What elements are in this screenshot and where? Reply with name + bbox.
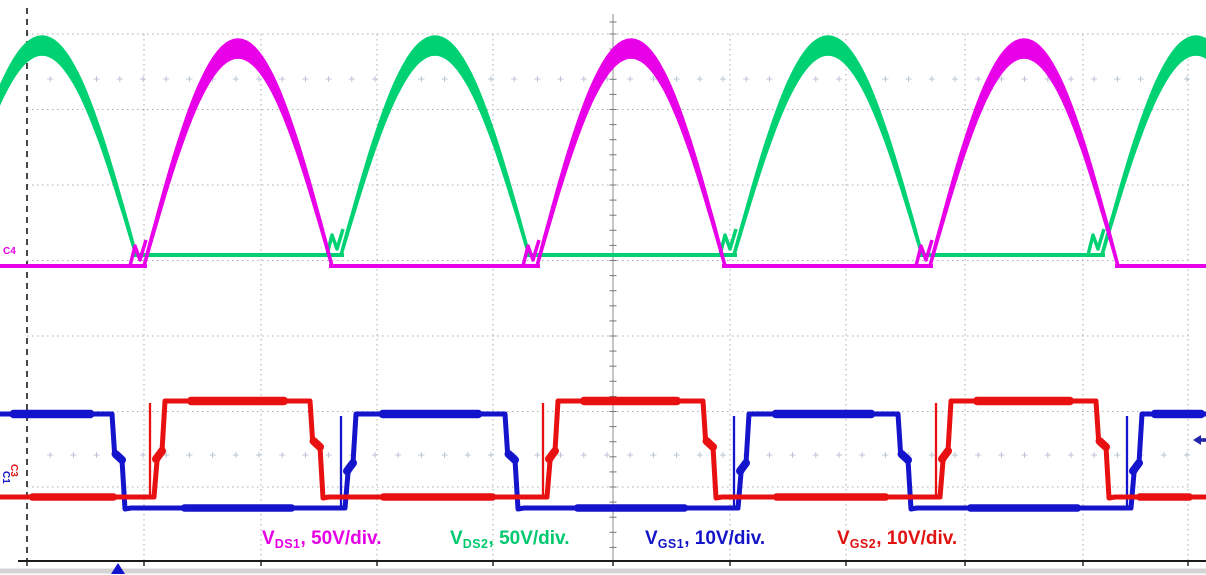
trigger-level-arrow-stem — [1200, 438, 1206, 442]
zvs-rise-bump — [521, 239, 541, 267]
channel-marker-c4: C4 — [3, 246, 16, 257]
v_gs2-trace — [0, 396, 1206, 501]
sine-arch — [339, 35, 531, 257]
sine-arch — [0, 35, 138, 257]
legend-vds2-scale: , 50V/div. — [488, 528, 570, 549]
legend-vgs1-subscript: GS1 — [657, 537, 685, 551]
trigger-time-marker — [111, 563, 125, 574]
sine-arch — [1100, 35, 1206, 257]
legend-vds1-symbol: V — [262, 528, 275, 549]
sine-arch — [535, 38, 727, 268]
legend-vgs1: VGS1, 10V/div. — [645, 528, 765, 555]
legend-vgs2-scale: , 10V/div. — [876, 528, 958, 549]
sine-arch — [732, 35, 924, 257]
legend-vds2-subscript: DS2 — [462, 537, 489, 551]
legend-vgs1-symbol: V — [645, 528, 658, 549]
zvs-rise-bump — [1086, 228, 1106, 256]
legend-vds1-subscript: DS1 — [274, 537, 301, 551]
graticule — [0, 8, 1206, 574]
v_ds1-trace — [0, 38, 1206, 268]
legend-vds1: VDS1, 50V/div. — [262, 528, 381, 555]
sine-arch — [928, 38, 1120, 268]
screen-bottom-strip — [0, 568, 1206, 574]
v_gs1-trace — [0, 409, 1206, 512]
legend-vgs2: VGS2, 10V/div. — [837, 528, 957, 555]
sine-arch — [142, 38, 334, 268]
legend-vds2-symbol: V — [450, 528, 463, 549]
zvs-rise-bump — [718, 228, 738, 256]
legend-vds1-scale: , 50V/div. — [300, 528, 382, 549]
legend-vgs1-scale: , 10V/div. — [684, 528, 766, 549]
channel-marker-c1: C1 — [0, 471, 11, 484]
zvs-rise-bump — [128, 239, 148, 267]
trigger-level-arrow — [1193, 435, 1201, 445]
gate-trace — [0, 411, 1206, 512]
legend-vds2: VDS2, 50V/div. — [450, 528, 569, 555]
zvs-rise-bump — [914, 239, 934, 267]
trace-legend: VDS1, 50V/div. VDS2, 50V/div. VGS1, 10V/… — [0, 528, 1206, 552]
legend-vgs2-symbol: V — [837, 528, 850, 549]
legend-vgs2-subscript: GS2 — [849, 537, 877, 551]
v_ds2-trace — [0, 35, 1206, 257]
gate-trace — [0, 398, 1206, 501]
zvs-rise-bump — [325, 228, 345, 256]
